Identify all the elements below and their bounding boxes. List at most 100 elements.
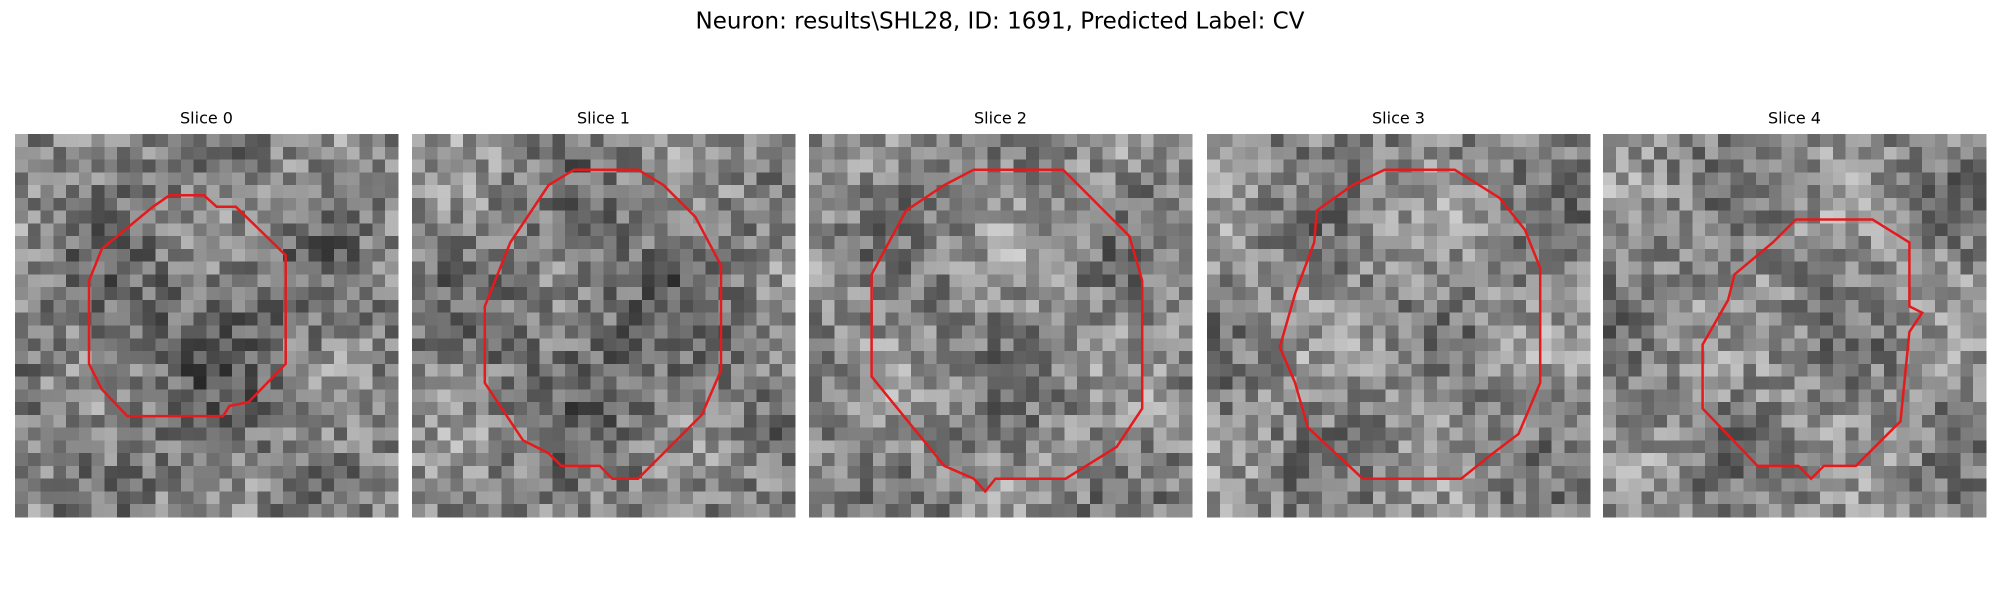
pixel	[232, 491, 246, 505]
pixel	[539, 453, 553, 467]
pixel	[168, 210, 182, 224]
pixel	[1360, 299, 1374, 314]
pixel	[743, 146, 758, 161]
pixel	[1064, 261, 1078, 275]
pixel	[680, 248, 694, 263]
pixel	[1436, 261, 1451, 275]
pixel	[911, 236, 925, 250]
pixel	[1807, 478, 1821, 492]
pixel	[1372, 478, 1387, 492]
pixel	[1321, 402, 1336, 416]
pixel	[193, 146, 207, 161]
pixel	[731, 172, 745, 186]
pixel	[501, 287, 515, 301]
pixel	[1296, 478, 1310, 492]
pixel	[1026, 223, 1040, 237]
pixel	[526, 338, 541, 352]
pixel	[667, 197, 681, 212]
pixel	[872, 312, 887, 326]
pixel	[1026, 414, 1040, 429]
pixel	[78, 223, 93, 237]
pixel	[1115, 351, 1129, 365]
pixel	[898, 223, 912, 237]
pixel	[1347, 440, 1361, 454]
pixel	[1641, 236, 1655, 250]
pixel	[526, 146, 541, 161]
pixel	[1934, 274, 1949, 288]
pixel	[334, 363, 348, 378]
pixel	[1283, 389, 1297, 403]
pixel	[1615, 453, 1630, 467]
pixel	[1768, 210, 1783, 224]
pixel	[1347, 376, 1361, 390]
pixel	[1411, 223, 1425, 237]
pixel	[860, 248, 874, 263]
pixel	[1960, 261, 1974, 275]
pixel	[1743, 210, 1757, 224]
pixel	[847, 427, 861, 441]
pixel	[219, 185, 233, 199]
pixel	[552, 248, 566, 263]
pixel	[565, 223, 579, 237]
pixel	[565, 172, 579, 186]
pixel	[1000, 376, 1014, 390]
pixel	[1051, 427, 1065, 441]
pixel	[412, 414, 426, 429]
pixel	[667, 389, 681, 403]
pixel	[1013, 210, 1027, 224]
pixel	[616, 491, 630, 505]
pixel	[539, 491, 553, 505]
pixel	[104, 376, 118, 390]
pixel	[1372, 363, 1387, 378]
pixel	[1845, 351, 1859, 365]
pixel	[1077, 491, 1091, 505]
pixel	[437, 287, 451, 301]
pixel	[1153, 248, 1167, 263]
pixel	[1794, 197, 1808, 212]
pixel	[1115, 414, 1129, 429]
pixel	[1487, 197, 1502, 212]
pixel	[385, 287, 399, 301]
pixel	[1000, 440, 1014, 454]
pixel	[654, 185, 668, 199]
pixel	[565, 465, 579, 480]
pixel	[782, 427, 796, 441]
pixel	[117, 427, 131, 441]
pixel	[1871, 248, 1885, 263]
pixel	[1026, 363, 1040, 378]
pixel	[526, 363, 541, 378]
pixel	[206, 389, 220, 403]
pixel	[1564, 351, 1578, 365]
pixel	[206, 414, 220, 429]
pixel	[15, 351, 29, 365]
pixel	[1641, 389, 1655, 403]
pixel	[705, 223, 719, 237]
pixel	[359, 325, 373, 339]
pixel	[334, 338, 348, 352]
pixel	[1679, 478, 1693, 492]
pixel	[949, 376, 963, 390]
pixel	[1000, 325, 1014, 339]
pixel	[1666, 146, 1681, 161]
pixel	[731, 453, 745, 467]
pixel	[1051, 363, 1065, 378]
pixel	[1871, 427, 1885, 441]
pixel	[168, 248, 182, 263]
pixel	[821, 427, 836, 441]
pixel	[603, 427, 617, 441]
pixel	[1115, 210, 1129, 224]
pixel	[885, 261, 899, 275]
pixel	[1258, 248, 1272, 263]
pixel	[1219, 312, 1234, 326]
pixel	[180, 210, 195, 224]
pixel	[27, 197, 42, 212]
pixel	[847, 134, 861, 148]
pixel	[412, 287, 426, 301]
pixel	[1411, 146, 1425, 161]
pixel	[27, 427, 42, 441]
pixel	[244, 210, 259, 224]
pixel	[821, 440, 836, 454]
pixel	[1781, 440, 1795, 454]
pixel	[1128, 465, 1142, 480]
pixel	[1411, 197, 1425, 212]
